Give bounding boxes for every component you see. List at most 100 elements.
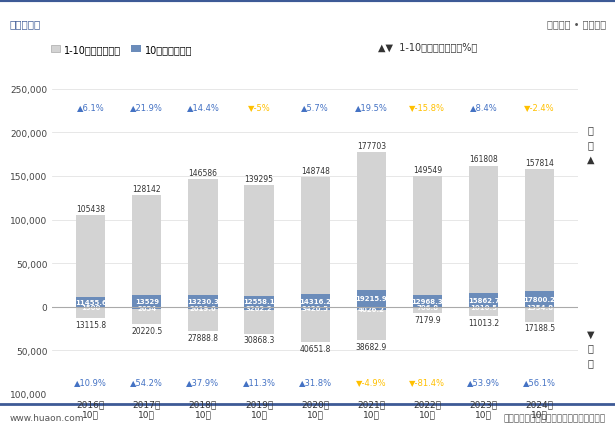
Bar xyxy=(525,307,554,322)
Text: 157814: 157814 xyxy=(525,158,554,167)
Text: 口: 口 xyxy=(587,140,593,150)
Text: ▼-15.8%: ▼-15.8% xyxy=(410,102,445,111)
Text: ▲31.8%: ▲31.8% xyxy=(299,377,331,386)
Text: 40651.8: 40651.8 xyxy=(300,344,331,353)
Text: 专业严谨 • 客观科学: 专业严谨 • 客观科学 xyxy=(547,20,606,29)
Bar xyxy=(469,293,498,307)
Text: 146586: 146586 xyxy=(188,168,218,177)
Bar xyxy=(301,307,330,310)
Text: 15862.7: 15862.7 xyxy=(467,297,499,303)
Text: ▲19.5%: ▲19.5% xyxy=(355,102,387,111)
Text: ▼: ▼ xyxy=(587,329,594,340)
Text: 13115.8: 13115.8 xyxy=(75,320,106,329)
Bar xyxy=(301,307,330,343)
Text: 161808: 161808 xyxy=(469,155,498,164)
Bar xyxy=(245,186,274,307)
Bar xyxy=(301,294,330,307)
Text: 12558.1: 12558.1 xyxy=(244,299,275,305)
Bar xyxy=(469,307,498,317)
Bar xyxy=(132,307,162,325)
Bar xyxy=(132,295,162,307)
Text: ▲37.9%: ▲37.9% xyxy=(186,377,220,386)
Text: ▲5.7%: ▲5.7% xyxy=(301,102,329,111)
Bar xyxy=(525,307,554,308)
Bar xyxy=(132,307,162,309)
Text: ▲6.1%: ▲6.1% xyxy=(77,102,105,111)
Bar xyxy=(357,307,386,311)
Text: 数据来源：中国海关；华经产业研究院整理: 数据来源：中国海关；华经产业研究院整理 xyxy=(504,413,606,422)
Text: 1354.8: 1354.8 xyxy=(526,305,553,311)
Text: ▲11.3%: ▲11.3% xyxy=(242,377,276,386)
Bar xyxy=(245,307,274,334)
Bar xyxy=(525,291,554,307)
Text: 148748: 148748 xyxy=(301,167,330,176)
Text: 38682.9: 38682.9 xyxy=(355,343,387,351)
Text: 13529: 13529 xyxy=(135,298,159,304)
Text: ▼-5%: ▼-5% xyxy=(248,102,271,111)
Text: 149549: 149549 xyxy=(413,166,442,175)
Bar xyxy=(76,307,105,319)
Bar xyxy=(413,296,442,307)
Bar xyxy=(469,307,498,308)
Text: 7179.9: 7179.9 xyxy=(414,315,441,324)
Bar xyxy=(357,290,386,307)
Text: 11455.6: 11455.6 xyxy=(75,299,106,305)
Bar xyxy=(413,307,442,308)
Legend: 1-10月（万美元）, 10月（万美元）: 1-10月（万美元）, 10月（万美元） xyxy=(47,41,196,59)
Text: 177703: 177703 xyxy=(357,141,386,150)
Text: 20220.5: 20220.5 xyxy=(131,326,162,335)
Text: ▲56.1%: ▲56.1% xyxy=(523,377,556,386)
Text: ▼-4.9%: ▼-4.9% xyxy=(356,377,387,386)
Text: ▼-81.4%: ▼-81.4% xyxy=(410,377,445,386)
Text: 14316.2: 14316.2 xyxy=(300,298,331,304)
Bar xyxy=(525,170,554,307)
Text: 11013.2: 11013.2 xyxy=(468,318,499,327)
Bar xyxy=(413,307,442,313)
Text: 口: 口 xyxy=(587,357,593,367)
Text: 105438: 105438 xyxy=(76,204,105,213)
Bar xyxy=(132,196,162,307)
Bar xyxy=(188,307,218,331)
Bar xyxy=(413,177,442,307)
Text: 1500: 1500 xyxy=(81,305,100,311)
Text: 19215.9: 19215.9 xyxy=(355,296,387,302)
Text: 17800.2: 17800.2 xyxy=(524,296,555,302)
Text: 706.8: 706.8 xyxy=(416,304,438,310)
Text: 3420.5: 3420.5 xyxy=(302,305,328,311)
Bar xyxy=(301,178,330,307)
Bar xyxy=(245,296,274,307)
Bar xyxy=(76,215,105,307)
Text: 128142: 128142 xyxy=(133,184,161,193)
Text: 进: 进 xyxy=(587,342,593,352)
Text: 17188.5: 17188.5 xyxy=(524,324,555,333)
Text: ▲▼  1-10月同比增长率（%）: ▲▼ 1-10月同比增长率（%） xyxy=(378,42,477,52)
Text: 2016-2024年10月中国与立陶宛进、出口商品总值: 2016-2024年10月中国与立陶宛进、出口商品总值 xyxy=(172,58,443,72)
Bar xyxy=(76,297,105,307)
Text: ▲: ▲ xyxy=(587,155,594,165)
Bar xyxy=(469,166,498,307)
Text: 13230.3: 13230.3 xyxy=(187,298,219,304)
Bar xyxy=(357,153,386,307)
Bar xyxy=(76,307,105,308)
Bar xyxy=(188,179,218,307)
Text: ▲10.9%: ▲10.9% xyxy=(74,377,107,386)
Text: 4026.2: 4026.2 xyxy=(358,306,385,312)
Text: 139295: 139295 xyxy=(245,175,274,184)
Text: www.huaon.com: www.huaon.com xyxy=(9,413,84,422)
Text: ▲53.9%: ▲53.9% xyxy=(467,377,500,386)
Text: 出: 出 xyxy=(587,125,593,135)
Text: ▲54.2%: ▲54.2% xyxy=(130,377,164,386)
Text: ▲21.9%: ▲21.9% xyxy=(130,102,164,111)
Text: 2654: 2654 xyxy=(137,305,156,311)
Bar xyxy=(245,307,274,310)
Bar xyxy=(357,307,386,341)
Bar xyxy=(188,307,218,309)
Text: ▲14.4%: ▲14.4% xyxy=(186,102,220,111)
Text: 27888.8: 27888.8 xyxy=(188,333,218,342)
Text: 2619.6: 2619.6 xyxy=(189,305,216,311)
Text: ▼-2.4%: ▼-2.4% xyxy=(525,102,555,111)
Text: 12968.3: 12968.3 xyxy=(411,298,443,304)
Text: ▲8.4%: ▲8.4% xyxy=(470,102,498,111)
Text: 1010.5: 1010.5 xyxy=(470,305,497,311)
Text: 30868.3: 30868.3 xyxy=(244,336,275,345)
